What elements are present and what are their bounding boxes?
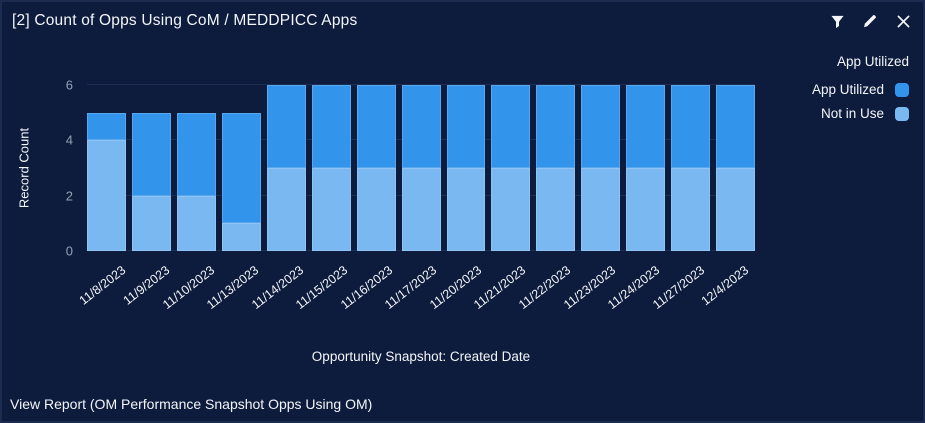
- legend-title: App Utilized: [836, 54, 909, 69]
- bar-segment-app-utilized[interactable]: [87, 112, 126, 141]
- bar-segment-not-in-use[interactable]: [266, 168, 306, 251]
- widget-title: [2] Count of Opps Using CoM / MEDDPICC A…: [12, 12, 358, 29]
- bar-segment-app-utilized[interactable]: [446, 85, 486, 168]
- x-tick-label-11/8/2023: 11/8/2023: [76, 263, 128, 308]
- bar-segment-not-in-use[interactable]: [87, 140, 126, 251]
- y-tick-layer: 0 2 4 6: [2, 78, 80, 259]
- bar-segment-app-utilized[interactable]: [491, 85, 531, 168]
- bar-segment-app-utilized[interactable]: [221, 112, 261, 224]
- bar-segment-app-utilized[interactable]: [536, 85, 576, 168]
- bar-layer: [87, 85, 756, 251]
- bar-segment-not-in-use[interactable]: [401, 168, 441, 251]
- bar-segment-not-in-use[interactable]: [356, 168, 396, 251]
- edit-icon[interactable]: [862, 13, 878, 29]
- bar-segment-app-utilized[interactable]: [131, 112, 171, 196]
- legend-swatch: [895, 106, 909, 121]
- bar-11/13/2023[interactable]: [221, 85, 261, 251]
- bar-11/27/2023[interactable]: [671, 85, 711, 251]
- bar-11/24/2023[interactable]: [626, 85, 666, 251]
- bar-segment-app-utilized[interactable]: [626, 85, 666, 168]
- bar-11/20/2023[interactable]: [446, 85, 486, 251]
- bar-11/22/2023[interactable]: [536, 85, 576, 251]
- y-tick-label-0: 0: [65, 243, 73, 259]
- bar-segment-app-utilized[interactable]: [356, 85, 396, 168]
- bar-11/9/2023[interactable]: [131, 85, 171, 251]
- bar-segment-app-utilized[interactable]: [401, 85, 441, 168]
- bar-11/17/2023[interactable]: [401, 85, 441, 251]
- bar-11/15/2023[interactable]: [311, 85, 351, 251]
- x-label-layer: 11/8/2023 11/9/2023 11/10/2023 11/13/2023 11…: [76, 85, 755, 312]
- bar-segment-not-in-use[interactable]: [221, 223, 261, 251]
- bar-segment-not-in-use[interactable]: [176, 195, 216, 251]
- bar-segment-not-in-use[interactable]: [716, 168, 756, 251]
- bar-11/8/2023[interactable]: [87, 85, 126, 251]
- bar-12/4/2023[interactable]: [716, 85, 756, 251]
- bar-segment-not-in-use[interactable]: [626, 168, 666, 251]
- bar-segment-app-utilized[interactable]: [716, 85, 756, 168]
- bar-segment-app-utilized[interactable]: [311, 85, 351, 168]
- y-tick-label-4: 4: [65, 132, 73, 148]
- header-icons: [829, 13, 911, 29]
- bar-segment-not-in-use[interactable]: [446, 168, 486, 251]
- legend-label: App Utilized: [811, 82, 884, 97]
- view-report-link[interactable]: View Report (OM Performance Snapshot Opp…: [10, 396, 373, 412]
- bar-11/14/2023[interactable]: [266, 85, 306, 251]
- x-axis-title: Opportunity Snapshot: Created Date: [311, 349, 531, 364]
- legend-swatch: [895, 82, 909, 97]
- legend-rows: App Utilized Not in Use: [812, 82, 909, 121]
- x-tick-label-12/4/2023: 12/4/2023: [698, 263, 752, 309]
- bar-segment-app-utilized[interactable]: [581, 85, 621, 168]
- legend-item-app-utilized[interactable]: App Utilized: [812, 82, 909, 97]
- bar-segment-not-in-use[interactable]: [131, 195, 171, 251]
- bar-segment-app-utilized[interactable]: [266, 85, 306, 168]
- y-tick-label-2: 2: [65, 188, 73, 204]
- bar-11/10/2023[interactable]: [176, 85, 216, 251]
- close-icon[interactable]: [895, 13, 911, 29]
- legend-label: Not in Use: [820, 106, 884, 121]
- chart-legend: App Utilized App Utilized Not in Use: [812, 54, 909, 130]
- plot-area: [87, 84, 756, 251]
- bar-11/23/2023[interactable]: [581, 85, 621, 251]
- bar-segment-not-in-use[interactable]: [581, 168, 621, 251]
- filter-icon[interactable]: [829, 13, 845, 29]
- bar-segment-app-utilized[interactable]: [176, 112, 216, 196]
- bar-segment-not-in-use[interactable]: [491, 168, 531, 251]
- y-tick-label-6: 6: [65, 77, 73, 93]
- legend-item-not-in-use[interactable]: Not in Use: [812, 106, 909, 121]
- bar-segment-not-in-use[interactable]: [311, 168, 351, 251]
- bar-11/16/2023[interactable]: [356, 85, 396, 251]
- bar-segment-app-utilized[interactable]: [671, 85, 711, 168]
- gridline-6: [87, 84, 755, 85]
- bar-11/21/2023[interactable]: [491, 85, 531, 251]
- bar-segment-not-in-use[interactable]: [536, 168, 576, 251]
- bar-segment-not-in-use[interactable]: [671, 168, 711, 251]
